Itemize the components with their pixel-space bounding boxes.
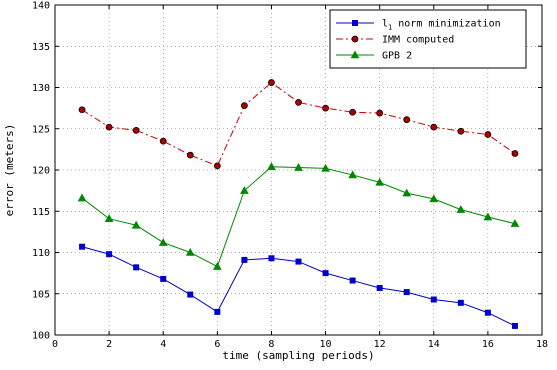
data-point (77, 193, 87, 202)
legend-marker (350, 50, 360, 59)
x-tick-label: 0 (52, 339, 58, 350)
data-point (376, 284, 383, 291)
legend-label-main: l (382, 19, 388, 30)
data-point (294, 162, 303, 171)
y-tick-label: 135 (32, 42, 50, 53)
series-line (81, 81, 516, 167)
data-point (321, 163, 330, 172)
series-line (81, 166, 516, 268)
data-point (483, 212, 493, 221)
data-point (78, 106, 86, 114)
series-1 (79, 243, 518, 329)
data-point (457, 127, 465, 135)
y-tick-label: 140 (32, 1, 50, 12)
y-tick-label: 110 (32, 248, 50, 259)
x-axis-label: time (sampling periods) (222, 349, 374, 362)
data-point (295, 98, 302, 106)
y-tick-label: 105 (32, 289, 50, 300)
x-tick-label: 14 (428, 339, 440, 350)
legend-label-main: GPB 2 (382, 51, 412, 62)
data-point (511, 322, 518, 329)
x-tick-label: 4 (160, 339, 166, 350)
series-layer (77, 79, 520, 329)
series-3 (77, 162, 520, 270)
data-point (322, 270, 329, 277)
data-point (186, 151, 194, 159)
data-point (240, 186, 249, 194)
data-point (160, 275, 167, 282)
axis-ticks: 0 2 4 6 8 10 12 14 16 18 100 105 110 115 120 125 130 135 1… (32, 1, 548, 351)
x-tick-label: 6 (214, 339, 220, 350)
y-axis-label: error (meters) (3, 124, 16, 217)
legend-marker (352, 20, 358, 26)
data-point (241, 256, 248, 263)
data-point (484, 131, 492, 138)
legend-label-subscript: 1 (388, 24, 392, 32)
data-point (132, 126, 140, 134)
legend-label-main: IMM computed (382, 35, 454, 46)
data-point (105, 123, 113, 131)
data-point (214, 308, 221, 315)
legend-label: GPB 2 (382, 51, 412, 62)
y-tick-label: 125 (32, 124, 50, 135)
data-point (133, 264, 140, 271)
data-point (456, 205, 466, 213)
data-point (322, 104, 329, 112)
data-point (430, 123, 438, 131)
y-tick-label: 100 (32, 331, 50, 342)
data-point (429, 194, 439, 203)
data-point (349, 108, 357, 116)
data-point (511, 150, 519, 157)
data-point (104, 214, 114, 222)
data-point (267, 162, 276, 170)
data-point (484, 309, 491, 316)
data-point (376, 109, 384, 117)
legend: l1 norm minimization IMM computed GPB 2 (329, 9, 527, 69)
data-point (212, 261, 222, 270)
data-point (268, 255, 275, 262)
data-point (375, 177, 385, 186)
data-point (268, 79, 275, 86)
data-point (295, 258, 302, 265)
data-point (159, 137, 167, 145)
y-tick-label: 130 (32, 83, 50, 94)
data-point (349, 277, 356, 284)
data-point (131, 220, 141, 229)
series-2 (78, 79, 519, 170)
legend-label: IMM computed (382, 35, 454, 46)
data-point (348, 170, 357, 179)
data-point (158, 238, 168, 246)
data-point (187, 291, 194, 298)
data-point (430, 296, 437, 303)
data-point (403, 289, 410, 296)
x-tick-label: 8 (268, 339, 274, 350)
data-point (79, 243, 86, 250)
x-tick-label: 16 (482, 339, 494, 350)
data-point (457, 299, 464, 306)
x-tick-label: 12 (374, 339, 386, 350)
data-point (106, 251, 113, 258)
legend-label-rest: norm minimization (392, 19, 500, 30)
x-tick-label: 2 (106, 339, 112, 350)
x-tick-label: 10 (320, 339, 332, 350)
data-point (185, 247, 195, 256)
x-tick-label: 18 (536, 339, 548, 350)
y-tick-label: 120 (32, 166, 50, 177)
data-point (510, 219, 520, 227)
y-tick-label: 115 (32, 207, 50, 218)
legend-marker (351, 35, 359, 43)
data-point (240, 102, 248, 110)
data-point (402, 188, 412, 197)
data-point (403, 116, 411, 124)
legend-label: l1 norm minimization (382, 19, 501, 32)
data-point (213, 162, 221, 170)
